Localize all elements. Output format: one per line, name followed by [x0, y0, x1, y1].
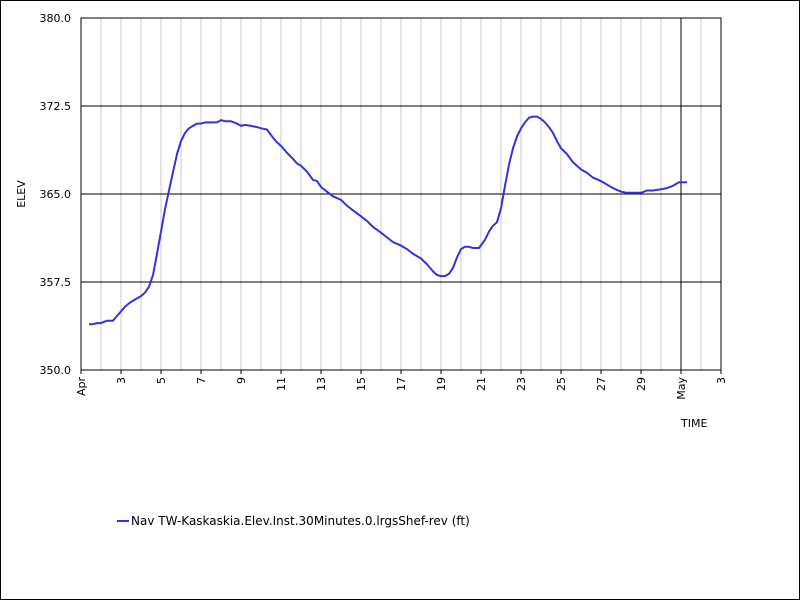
grid-lines: [81, 18, 721, 370]
plot-area-border: [80, 17, 722, 371]
x-tick-label: 7: [195, 377, 208, 384]
y-tick-label: 380.0: [40, 12, 72, 25]
x-tick-label: 11: [275, 377, 288, 391]
x-axis-tick-labels: Apr 3 5 7 9 11 13 15 17 19 21 23 25 27 29 May 3: [75, 370, 728, 400]
x-tick-label: 3: [115, 377, 128, 384]
x-tick-label: 29: [635, 377, 648, 391]
x-tick-label: Apr: [75, 377, 88, 397]
y-axis-label: ELEV: [15, 180, 28, 208]
y-tick-label: 365.0: [40, 188, 72, 201]
x-tick-label: 9: [235, 377, 248, 384]
y-tick-label: 350.0: [40, 364, 72, 377]
y-tick-label: 372.5: [40, 100, 72, 113]
x-tick-label: 15: [355, 377, 368, 391]
x-tick-label: 25: [555, 377, 568, 391]
y-axis-tick-labels: 350.0 357.5 365.0 372.5 380.0: [40, 12, 72, 377]
x-tick-label: 27: [595, 377, 608, 391]
series-line: [89, 115, 687, 326]
x-tick-label: 23: [515, 377, 528, 391]
x-tick-label: 5: [155, 377, 168, 384]
y-tick-label: 357.5: [40, 276, 72, 289]
x-tick-label: 3: [715, 377, 728, 384]
x-tick-label: May: [675, 377, 688, 400]
legend-entry-label: Nav TW-Kaskaskia.Elev.Inst.30Minutes.0.l…: [131, 514, 470, 528]
x-axis-label: TIME: [680, 417, 707, 430]
x-tick-label: 13: [315, 377, 328, 391]
x-tick-label: 21: [475, 377, 488, 391]
series-group: [89, 115, 687, 326]
legend: Nav TW-Kaskaskia.Elev.Inst.30Minutes.0.l…: [117, 514, 470, 528]
x-tick-label: 19: [435, 377, 448, 391]
x-tick-label: 17: [395, 377, 408, 391]
